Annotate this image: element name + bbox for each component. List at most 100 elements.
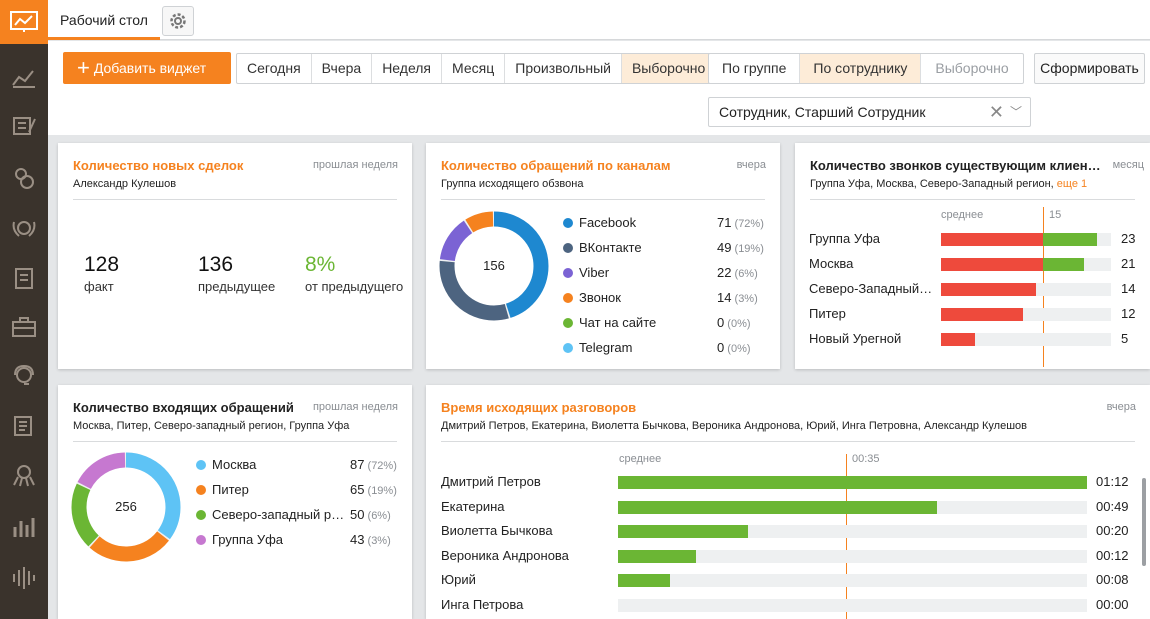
- donut-slice: [71, 452, 181, 562]
- bar-label: Екатерина: [441, 498, 505, 514]
- clear-icon[interactable]: ✕: [988, 102, 1004, 122]
- legend-percent: (6%): [364, 510, 391, 522]
- legend-value: 43 (3%): [350, 532, 391, 547]
- legend-dot: [563, 343, 573, 353]
- gear-icon[interactable]: [162, 6, 194, 36]
- legend-item: ВКонтакте: [563, 240, 642, 260]
- period-custom[interactable]: Произвольный: [505, 54, 622, 83]
- deals-icon[interactable]: [0, 158, 48, 198]
- bar-value: 00:08: [1096, 572, 1129, 588]
- divider: [810, 199, 1135, 200]
- bar-label: Группа Уфа: [809, 231, 880, 246]
- donut-total: 156: [483, 258, 505, 273]
- period-month[interactable]: Месяц: [442, 54, 506, 83]
- legend-percent: (19%): [364, 485, 397, 497]
- legend-percent: (72%): [731, 218, 764, 230]
- bar-above-average: [1043, 233, 1098, 246]
- bar-below-average: [941, 308, 1023, 321]
- period-selector: Сегодня Вчера Неделя Месяц Произвольный …: [236, 53, 717, 84]
- generate-button[interactable]: Сформировать: [1034, 53, 1145, 84]
- legend-item: Telegram: [563, 340, 632, 360]
- briefcase-icon[interactable]: [0, 307, 48, 347]
- sidebar: [0, 0, 48, 619]
- operator-icon[interactable]: [0, 356, 48, 396]
- audio-icon[interactable]: [0, 558, 48, 598]
- legend-percent: (3%): [731, 293, 758, 305]
- widget-outgoing-time: Время исходящих разговоров вчера Дмитрий…: [426, 385, 1150, 619]
- period-selective[interactable]: Выборочно: [621, 54, 716, 83]
- legend-label: ВКонтакте: [579, 240, 642, 255]
- legend-percent: (19%): [731, 243, 764, 255]
- bar: [618, 574, 671, 588]
- bar-track: [941, 333, 1111, 346]
- bar: [618, 549, 697, 563]
- legend-label: Группа Уфа: [212, 532, 283, 547]
- add-widget-button[interactable]: + Добавить виджет: [63, 52, 231, 84]
- bar-label: Вероника Андронова: [441, 547, 569, 563]
- docs-icon[interactable]: [0, 406, 48, 446]
- legend-item: Чат на сайте: [563, 315, 656, 335]
- charts-icon[interactable]: [0, 507, 48, 547]
- bar-track: [618, 549, 1087, 563]
- legend-label: Facebook: [579, 215, 637, 230]
- bar-value: 01:12: [1096, 474, 1129, 489]
- employee-select-value: Сотрудник, Старший Сотрудник: [719, 104, 926, 120]
- bar-below-average: [941, 233, 1043, 246]
- legend-item: Facebook: [563, 215, 636, 235]
- incoming-donut-chart: [71, 452, 181, 562]
- divider: [441, 199, 765, 200]
- bar: [618, 525, 749, 539]
- period-today[interactable]: Сегодня: [237, 54, 312, 83]
- donut-total: 256: [115, 499, 137, 514]
- legend-value: 49 (19%): [717, 240, 764, 255]
- chevron-down-icon[interactable]: ﹀: [1009, 105, 1022, 119]
- scrollbar[interactable]: [1142, 478, 1146, 566]
- tasks-icon[interactable]: [0, 106, 48, 146]
- group-by-employee[interactable]: По сотруднику: [800, 54, 922, 83]
- widget-title: Время исходящих разговоров: [441, 400, 637, 415]
- top-bar: Рабочий стол: [48, 0, 1150, 40]
- legend-dot: [563, 268, 573, 278]
- analytics-icon[interactable]: [0, 58, 48, 98]
- bar-label: Северо-Западный…: [809, 281, 933, 296]
- octopus-icon[interactable]: [0, 456, 48, 496]
- legend-label: Чат на сайте: [579, 315, 657, 330]
- bar-value: 00:12: [1096, 547, 1129, 563]
- legend-percent: (6%): [731, 268, 758, 280]
- awards-icon[interactable]: [0, 208, 48, 248]
- bar-below-average: [941, 333, 975, 346]
- bar-value: 00:49: [1096, 498, 1129, 514]
- avg-value: 15: [1049, 209, 1062, 221]
- bar-label: Инга Петрова: [441, 597, 524, 612]
- employee-select[interactable]: Сотрудник, Старший Сотрудник ✕ ﹀: [708, 97, 1031, 127]
- legend-percent: (72%): [364, 460, 397, 472]
- legend-item: Группа Уфа: [196, 532, 283, 552]
- legend-dot: [196, 510, 206, 520]
- bar: [618, 476, 1087, 489]
- group-by-group[interactable]: По группе: [709, 54, 801, 83]
- legend-dot: [196, 535, 206, 545]
- avg-label: среднее: [619, 453, 662, 465]
- tab-desktop[interactable]: Рабочий стол: [48, 0, 160, 40]
- legend-item: Звонок: [563, 290, 621, 310]
- widget-period: прошлая неделя: [312, 159, 398, 171]
- legend-percent: (0%): [724, 343, 751, 355]
- legend-value: 87 (72%): [350, 457, 397, 472]
- divider: [73, 199, 397, 200]
- period-yesterday[interactable]: Вчера: [312, 54, 373, 83]
- legend-dot: [196, 485, 206, 495]
- legend-label: Viber: [579, 265, 610, 280]
- divider: [441, 441, 1135, 442]
- more-link[interactable]: еще 1: [1056, 178, 1088, 190]
- kpi-prev-label: предыдущее: [198, 279, 276, 294]
- legend-label: Москва: [212, 457, 257, 472]
- group-selective[interactable]: Выборочно: [935, 60, 1009, 76]
- legend-item: Viber: [563, 265, 609, 285]
- legend-value: 65 (19%): [350, 482, 397, 497]
- donut-slice: [71, 452, 181, 562]
- legend-value: 0 (0%): [717, 315, 751, 330]
- bar-below-average: [941, 283, 1037, 296]
- reports-icon[interactable]: [0, 258, 48, 298]
- period-week[interactable]: Неделя: [372, 54, 443, 83]
- dashboard-icon[interactable]: [0, 0, 48, 44]
